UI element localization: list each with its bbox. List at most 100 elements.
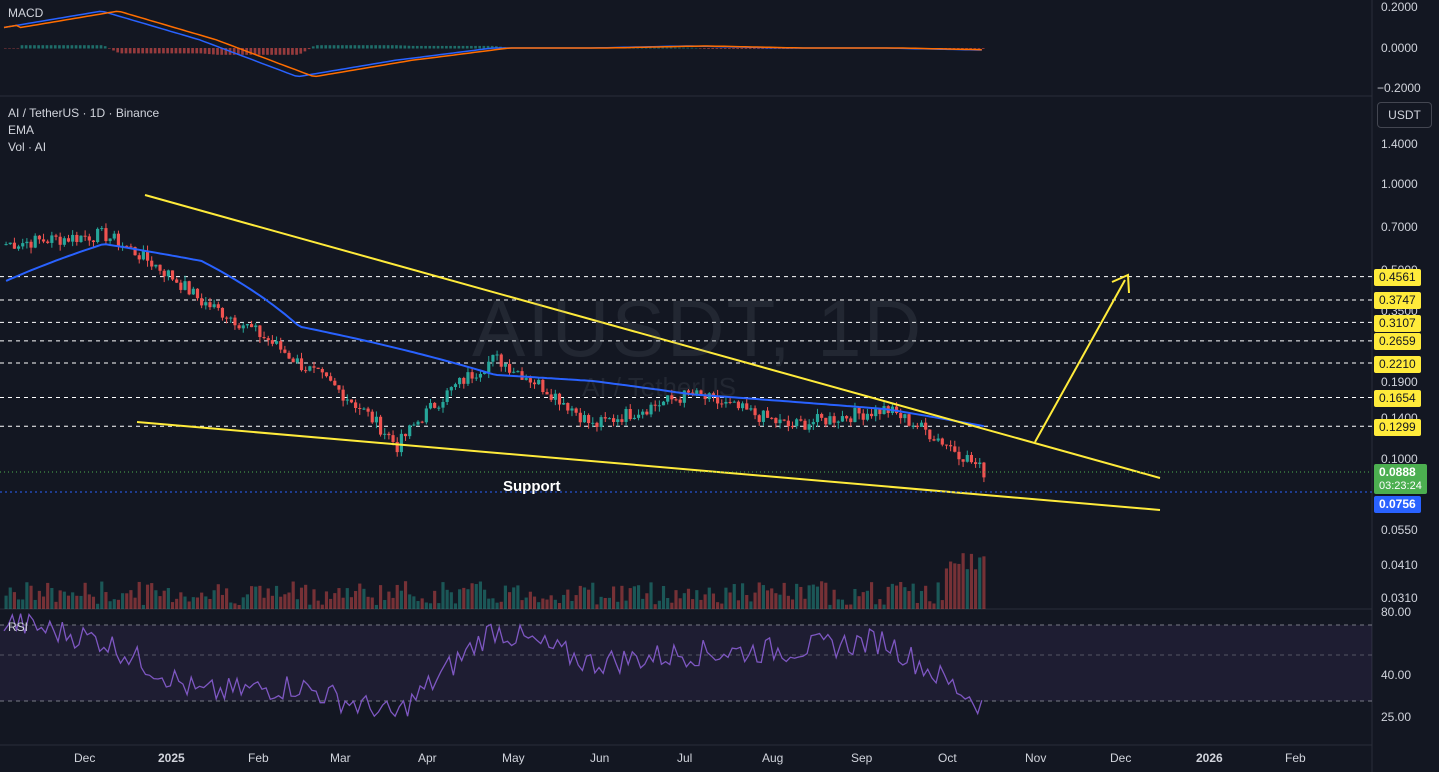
candle-body [865,413,869,420]
volume-bar [287,592,291,609]
symbol-title[interactable]: AI / TetherUS · 1D · Binance [8,106,160,120]
candle-body [516,371,520,373]
currency-button[interactable]: USDT [1377,102,1432,128]
macd-histogram-bar [307,48,311,50]
candle-body [720,403,724,405]
candle-body [358,407,362,409]
volume-bar [216,584,220,609]
macd-label[interactable]: MACD [8,6,44,20]
candle-body [828,416,832,425]
macd-histogram-bar [449,45,452,49]
candle-body [408,425,412,437]
level-tag: 0.3107 [1374,315,1421,332]
candle-body [587,415,591,424]
volume-bar [507,592,512,609]
volume-bar [233,603,237,609]
macd-histogram-bar [112,48,115,51]
candle-body [836,421,840,423]
candle-body [699,390,703,395]
candle-body [545,392,549,395]
macd-histogram-bar [399,45,402,49]
price-tick: 0.0550 [1381,523,1418,537]
macd-histogram-bar [707,48,710,49]
volume-bar [337,588,341,609]
macd-histogram-bar [49,45,53,49]
volume-bar [624,600,628,609]
macd-histogram-bar [58,45,61,49]
macd-histogram-bar [311,46,315,49]
rsi-label[interactable]: RSI [8,620,29,634]
volume-bar [383,599,387,609]
candle-body [757,415,761,422]
volume-bar [828,604,832,609]
volume-bar [304,584,308,609]
candle-body [745,403,749,410]
candle-body [220,307,225,318]
volume-bar [212,590,216,609]
macd-histogram-bar [490,45,494,49]
volume-bar [832,589,836,609]
volume-bar [204,596,208,609]
volume-bar [441,582,445,609]
macd-histogram-bar [253,48,257,55]
volume-bar [645,593,649,609]
macd-histogram-bar [723,48,727,49]
macd-histogram-bar [661,47,665,49]
macd-histogram-bar [270,48,273,55]
vol-label[interactable]: Vol · AI [8,140,47,154]
macd-histogram-bar [648,47,652,49]
macd-histogram-bar [166,48,169,54]
candle-body [965,454,969,462]
time-tick: Jun [590,751,610,765]
price-tick: 0.1000 [1381,452,1418,466]
volume-bar [649,582,653,609]
ema-label[interactable]: EMA [8,123,35,137]
macd-histogram-bar [686,47,690,49]
candle-body [770,417,774,419]
volume-bar [495,602,499,609]
candle-body [774,417,778,424]
macd-histogram-bar [969,48,973,49]
volume-bar [578,585,582,609]
volume-bar [570,600,574,609]
candle-body [487,361,491,373]
macd-histogram-bar [736,48,739,49]
candle-body [903,414,907,419]
volume-bar [595,604,599,609]
volume-bar [815,586,820,609]
candle-body [37,235,41,240]
volume-bar [574,595,578,609]
candle-body [154,264,158,267]
macd-histogram-bar [640,47,644,49]
volume-bar [845,604,849,609]
candle-body [104,228,108,242]
candle-body [50,235,54,243]
candle-body [283,349,287,353]
candle-body [765,410,770,418]
macd-histogram-bar [973,48,977,49]
candle-body [62,238,66,245]
candle-body [250,324,254,328]
volume-bar [940,600,944,609]
macd-histogram-bar [744,48,748,49]
candle-body [607,418,612,420]
current-price-value: 0.0888 [1379,465,1416,479]
candle-body [919,422,924,427]
volume-bar [137,581,141,609]
volume-bar [474,584,478,609]
volume-bar [129,590,133,609]
volume-bar [358,583,362,609]
volume-bar [974,569,978,609]
volume-bar [158,596,162,609]
candle-body [441,401,445,408]
volume-bar [711,593,716,609]
macd-histogram-bar [182,48,186,54]
volume-bar [790,599,795,609]
volume-bar [745,594,749,609]
macd-histogram-bar [8,48,11,49]
candle-body [58,236,62,245]
volume-bar [741,583,745,609]
candle-body [366,408,370,412]
volume-bar [653,604,657,609]
